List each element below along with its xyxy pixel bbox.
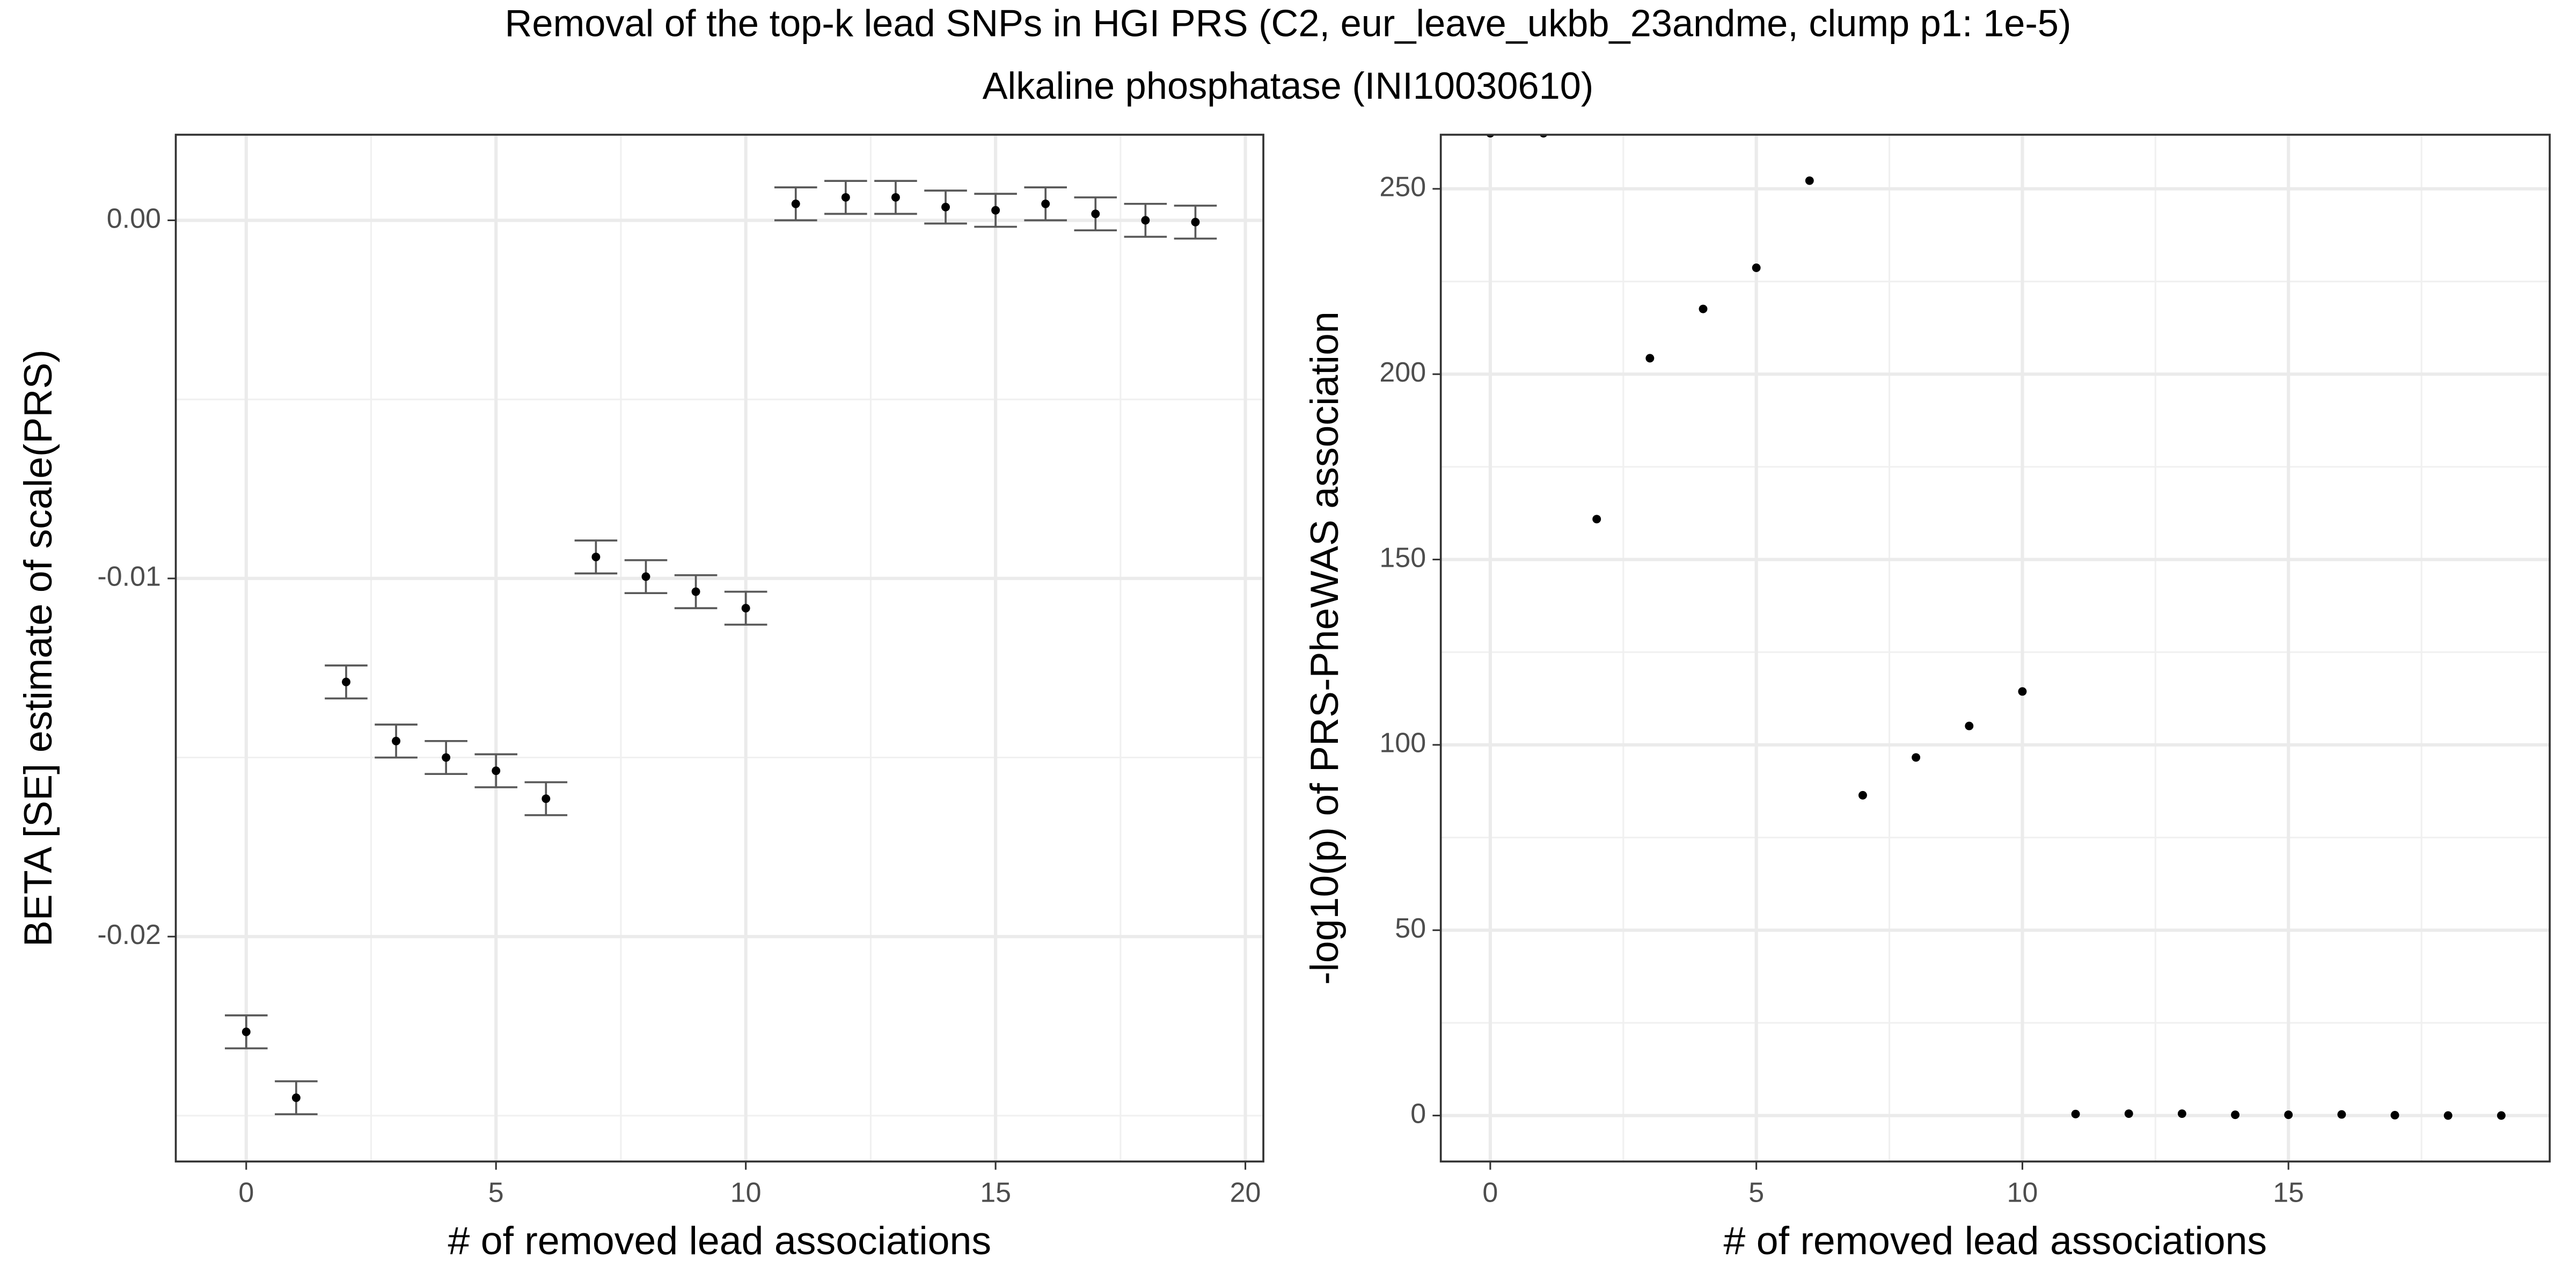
- point: [541, 794, 551, 803]
- point: [2071, 1109, 2080, 1118]
- y-tick-label: -0.02: [97, 919, 161, 950]
- x-tick-label: 10: [730, 1177, 762, 1208]
- y-tick-label: 250: [1379, 172, 1426, 203]
- y-tick-label: 0.00: [107, 203, 161, 234]
- point: [591, 552, 601, 561]
- point: [241, 1027, 251, 1036]
- y-tick-label: 0: [1410, 1098, 1426, 1129]
- chart-subtitle: Alkaline phosphatase (INI10030610): [983, 64, 1594, 107]
- panel: 0 5 10 15 20 0.00 -0.01 -0.02 # of removed lead …: [16, 134, 1264, 1263]
- x-tick-label: 10: [2007, 1177, 2038, 1208]
- x-tick-label: 15: [2273, 1177, 2304, 1208]
- point: [1645, 354, 1655, 363]
- x-axis-label: # of removed lead associations: [448, 1218, 992, 1263]
- point: [641, 572, 650, 581]
- point: [1091, 209, 1100, 218]
- point: [691, 587, 700, 596]
- x-tick-label: 0: [1482, 1177, 1498, 1208]
- point: [492, 766, 501, 775]
- point: [741, 604, 750, 613]
- point: [1805, 176, 1814, 185]
- chart-title: Removal of the top-k lead SNPs in HGI PR…: [505, 2, 2072, 45]
- panel-border: [174, 134, 1264, 1163]
- y-tick-label: 200: [1379, 357, 1426, 388]
- y-tick-label: -0.01: [97, 561, 161, 592]
- y-axis-label: -log10(p) of PRS-PheWAS association: [1302, 311, 1346, 985]
- point: [941, 202, 950, 211]
- y-tick-label: 50: [1395, 913, 1426, 944]
- point: [2337, 1110, 2346, 1119]
- y-tick-label: 100: [1379, 728, 1426, 759]
- point: [2443, 1111, 2453, 1120]
- point: [1858, 791, 1867, 800]
- x-tick-label: 5: [1748, 1177, 1764, 1208]
- point: [2177, 1109, 2186, 1118]
- point: [991, 206, 1000, 215]
- point: [1699, 304, 1708, 313]
- point: [1965, 721, 1974, 730]
- x-tick-label: 0: [238, 1177, 254, 1208]
- point: [2390, 1110, 2399, 1119]
- point: [2124, 1109, 2133, 1118]
- point: [2018, 687, 2027, 696]
- x-tick-label: 15: [980, 1177, 1011, 1208]
- point: [1912, 753, 1921, 762]
- point: [1752, 264, 1761, 272]
- x-axis-label: # of removed lead associations: [1724, 1218, 2267, 1263]
- point: [891, 193, 900, 202]
- x-tick-label: 5: [488, 1177, 504, 1208]
- point: [1141, 216, 1150, 225]
- point: [1041, 199, 1050, 208]
- point: [2497, 1111, 2506, 1120]
- point: [1592, 515, 1601, 524]
- point: [291, 1093, 301, 1102]
- marks: [225, 180, 1217, 1116]
- point: [342, 677, 350, 686]
- point: [2231, 1110, 2240, 1119]
- point: [392, 736, 401, 745]
- point: [2284, 1110, 2293, 1119]
- panel-border: [1439, 134, 2551, 1163]
- marks: [1486, 135, 2506, 1120]
- y-axis-label: BETA [SE] estimate of scale(PRS): [16, 349, 60, 947]
- point: [1191, 217, 1200, 226]
- point: [841, 193, 850, 202]
- x-tick-label: 20: [1230, 1177, 1261, 1208]
- point: [442, 753, 451, 762]
- point: [791, 199, 800, 208]
- y-tick-label: 150: [1379, 542, 1426, 573]
